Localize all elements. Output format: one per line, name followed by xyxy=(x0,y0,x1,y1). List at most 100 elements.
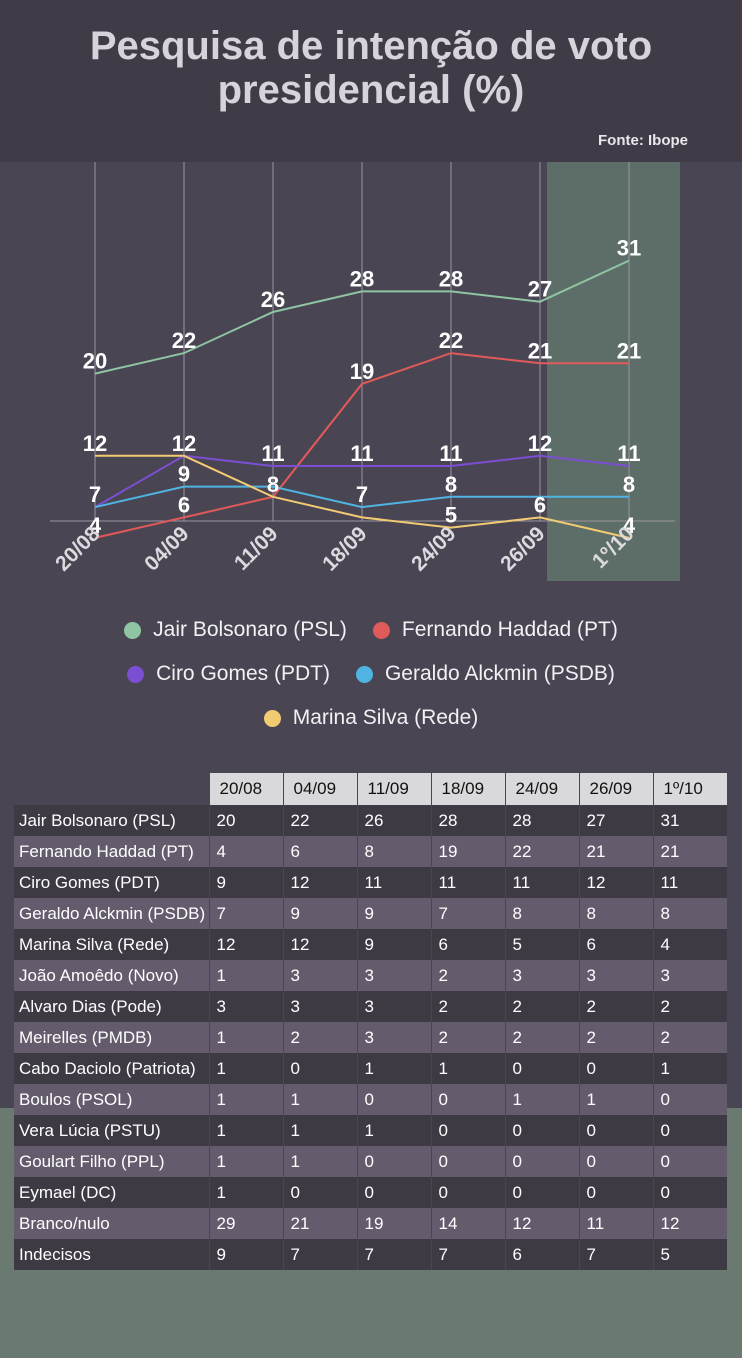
value-cell: 6 xyxy=(504,1239,579,1270)
value-cell: 9 xyxy=(356,929,431,960)
value-cell: 1 xyxy=(208,1177,283,1208)
candidate-name-cell: Vera Lúcia (PSTU) xyxy=(14,1115,209,1146)
value-cell: 11 xyxy=(504,867,579,898)
legend-item-alckmin: Geraldo Alckmin (PSDB) xyxy=(355,662,615,686)
value-cell: 3 xyxy=(578,960,653,991)
value-cell: 12 xyxy=(282,867,357,898)
data-label-s1-p1: 6 xyxy=(178,492,190,517)
table-row: Vera Lúcia (PSTU) 1 1 1 0 0 0 0 xyxy=(14,1115,727,1146)
data-label-s3-p6: 8 xyxy=(623,472,635,497)
value-cell: 3 xyxy=(356,1022,431,1053)
data-label-s0-p5: 27 xyxy=(528,277,552,302)
table-row: Alvaro Dias (Pode) 3 3 3 2 2 2 2 xyxy=(14,991,727,1022)
legend-dot-ciro xyxy=(127,665,145,683)
candidate-name-cell: Cabo Daciolo (Patriota) xyxy=(14,1053,209,1084)
series-line-3 xyxy=(94,485,629,509)
data-table: 20/08 04/09 11/09 18/09 24/09 26/09 1º/1… xyxy=(14,773,727,1270)
table-header-cell: 18/09 xyxy=(430,773,505,805)
value-cell: 20 xyxy=(208,805,283,836)
value-cell: 2 xyxy=(504,991,579,1022)
data-label-s1-p3: 19 xyxy=(350,359,374,384)
x-tick-label-5: 26/09 xyxy=(496,522,549,575)
value-cell: 1 xyxy=(208,960,283,991)
data-label-s0-p1: 22 xyxy=(172,328,196,353)
value-cell: 6 xyxy=(282,836,357,867)
value-cell: 0 xyxy=(652,1115,727,1146)
value-cell: 12 xyxy=(282,929,357,960)
value-cell: 0 xyxy=(356,1084,431,1115)
value-cell: 19 xyxy=(430,836,505,867)
candidate-name-cell: Geraldo Alckmin (PSDB) xyxy=(14,898,209,929)
value-cell: 28 xyxy=(430,805,505,836)
table-row: Ciro Gomes (PDT) 9 12 11 11 11 12 11 xyxy=(14,867,727,898)
data-label-s2-p3: 11 xyxy=(350,441,373,466)
value-cell: 19 xyxy=(356,1208,431,1239)
value-cell: 0 xyxy=(578,1146,653,1177)
table-header-cell: 20/08 xyxy=(208,773,283,805)
value-cell: 0 xyxy=(504,1053,579,1084)
value-cell: 0 xyxy=(430,1177,505,1208)
data-label-s2-p6: 11 xyxy=(617,441,640,466)
table-row: Branco/nulo 29 21 19 14 12 11 12 xyxy=(14,1208,727,1239)
table-row: Goulart Filho (PPL) 1 1 0 0 0 0 0 xyxy=(14,1146,727,1177)
data-label-s1-p0: 4 xyxy=(89,513,102,538)
x-tick-label-4: 24/09 xyxy=(407,522,460,575)
value-cell: 11 xyxy=(578,1208,653,1239)
value-cell: 8 xyxy=(504,898,579,929)
value-cell: 0 xyxy=(282,1053,357,1084)
value-cell: 12 xyxy=(504,1208,579,1239)
value-cell: 11 xyxy=(356,867,431,898)
candidate-name-cell: João Amoêdo (Novo) xyxy=(14,960,209,991)
data-label-s1-p6: 21 xyxy=(617,338,641,363)
x-tick-label-3: 18/09 xyxy=(318,522,371,575)
value-cell: 3 xyxy=(208,991,283,1022)
value-cell: 9 xyxy=(208,867,283,898)
header: Pesquisa de intenção de voto presidencia… xyxy=(0,0,742,162)
value-cell: 1 xyxy=(282,1146,357,1177)
value-cell: 0 xyxy=(578,1115,653,1146)
value-cell: 2 xyxy=(578,1022,653,1053)
table-header-row: 20/08 04/09 11/09 18/09 24/09 26/09 1º/1… xyxy=(14,773,727,805)
value-cell: 1 xyxy=(504,1084,579,1115)
value-cell: 2 xyxy=(430,991,505,1022)
candidate-name-cell: Goulart Filho (PPL) xyxy=(14,1146,209,1177)
value-cell: 0 xyxy=(578,1053,653,1084)
value-cell: 21 xyxy=(282,1208,357,1239)
candidate-name-cell: Ciro Gomes (PDT) xyxy=(14,867,209,898)
data-label-s4-p0: 12 xyxy=(83,431,107,456)
value-cell: 1 xyxy=(652,1053,727,1084)
candidate-name-cell: Boulos (PSOL) xyxy=(14,1084,209,1115)
legend-row-3: Marina Silva (Rede) xyxy=(0,706,742,730)
value-cell: 28 xyxy=(504,805,579,836)
value-cell: 12 xyxy=(208,929,283,960)
value-cell: 0 xyxy=(578,1177,653,1208)
table-row: Boulos (PSOL) 1 1 0 0 1 1 0 xyxy=(14,1084,727,1115)
value-cell: 7 xyxy=(430,898,505,929)
value-cell: 1 xyxy=(282,1084,357,1115)
data-label-s3-p3: 7 xyxy=(356,482,368,507)
series-line-0 xyxy=(94,259,630,375)
value-cell: 27 xyxy=(578,805,653,836)
value-cell: 0 xyxy=(652,1146,727,1177)
legend-item-ciro: Ciro Gomes (PDT) xyxy=(127,662,330,686)
value-cell: 2 xyxy=(652,1022,727,1053)
data-label-s3-p4: 8 xyxy=(445,472,457,497)
data-label-s0-p2: 26 xyxy=(261,287,285,312)
value-cell: 0 xyxy=(504,1146,579,1177)
chart-panel: 20 22 26 28 28 27 31 4 6 19 22 21 21 7 12 11 11 11 12 11 9 7 8… xyxy=(0,162,742,737)
value-cell: 2 xyxy=(430,1022,505,1053)
table-row: Eymael (DC) 1 0 0 0 0 0 0 xyxy=(14,1177,727,1208)
candidate-name-cell: Branco/nulo xyxy=(14,1208,209,1239)
value-cell: 5 xyxy=(504,929,579,960)
legend-dot-alckmin xyxy=(355,665,373,683)
value-cell: 0 xyxy=(652,1177,727,1208)
legend-label-bolsonaro: Jair Bolsonaro (PSL) xyxy=(153,618,347,641)
value-cell: 8 xyxy=(356,836,431,867)
value-cell: 22 xyxy=(282,805,357,836)
x-tick-label-2: 11/09 xyxy=(230,522,283,575)
data-label-s1-p4: 22 xyxy=(439,328,463,353)
series-line-4 xyxy=(95,454,630,539)
value-cell: 6 xyxy=(430,929,505,960)
table-header-corner xyxy=(14,773,209,805)
value-cell: 0 xyxy=(652,1084,727,1115)
